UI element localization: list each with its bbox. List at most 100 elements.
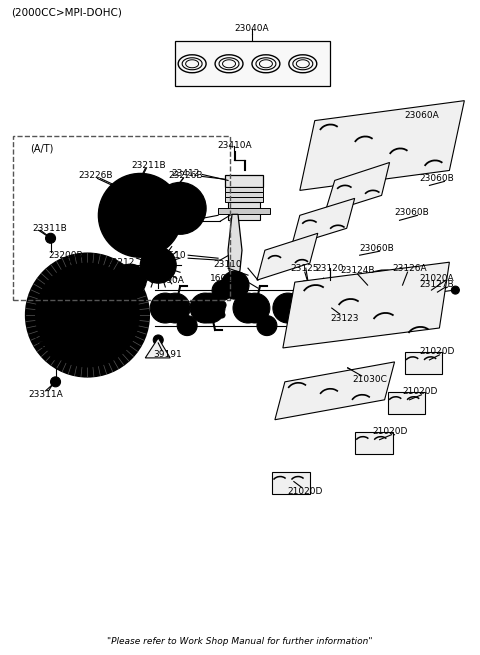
Polygon shape	[228, 214, 242, 285]
Text: 21020D: 21020D	[372, 427, 408, 436]
Circle shape	[233, 293, 263, 323]
Circle shape	[363, 280, 407, 324]
Circle shape	[160, 293, 190, 323]
Circle shape	[336, 316, 357, 335]
Circle shape	[232, 282, 238, 288]
Circle shape	[150, 293, 180, 323]
Circle shape	[119, 198, 127, 206]
Text: 21030C: 21030C	[352, 375, 387, 384]
Circle shape	[353, 270, 417, 334]
Circle shape	[168, 212, 173, 218]
Circle shape	[273, 293, 303, 323]
Circle shape	[124, 199, 156, 231]
Circle shape	[64, 291, 74, 302]
Bar	[225, 187, 263, 193]
Polygon shape	[283, 262, 449, 348]
Circle shape	[83, 336, 93, 346]
Circle shape	[150, 257, 166, 273]
Bar	[225, 197, 263, 202]
Circle shape	[122, 272, 138, 288]
Text: 39190A: 39190A	[150, 276, 185, 285]
Text: 23510: 23510	[157, 251, 186, 260]
Circle shape	[83, 284, 93, 294]
Text: 23110: 23110	[214, 259, 242, 269]
Bar	[12, 136, 230, 300]
Circle shape	[140, 247, 176, 283]
Circle shape	[46, 233, 56, 243]
Circle shape	[98, 174, 182, 257]
Circle shape	[101, 291, 111, 302]
Circle shape	[451, 286, 459, 294]
Circle shape	[157, 300, 173, 316]
Circle shape	[212, 280, 232, 301]
Circle shape	[162, 191, 198, 226]
Bar	[225, 176, 263, 187]
Text: 23514: 23514	[172, 301, 200, 310]
Circle shape	[280, 293, 310, 323]
Circle shape	[316, 281, 344, 309]
Polygon shape	[292, 198, 355, 245]
Text: 23410A: 23410A	[218, 141, 252, 150]
Circle shape	[101, 328, 111, 339]
Circle shape	[421, 287, 437, 303]
Bar	[218, 208, 270, 214]
Text: (A/T): (A/T)	[31, 143, 54, 153]
Text: 23060B: 23060B	[420, 174, 455, 183]
Bar	[405, 352, 443, 374]
Text: 23125: 23125	[290, 264, 319, 272]
Text: 1601DG: 1601DG	[210, 274, 246, 283]
Circle shape	[322, 300, 338, 316]
Text: 23060B: 23060B	[395, 208, 430, 217]
Circle shape	[257, 316, 277, 335]
Circle shape	[317, 300, 333, 316]
Text: 21020D: 21020D	[419, 347, 455, 356]
Text: 23126A: 23126A	[392, 264, 427, 272]
Circle shape	[189, 206, 195, 212]
Text: 23040A: 23040A	[235, 24, 269, 33]
Circle shape	[57, 310, 67, 320]
Circle shape	[172, 200, 188, 216]
Circle shape	[114, 264, 146, 296]
Text: 23200B: 23200B	[48, 251, 83, 260]
Text: 21020D: 21020D	[402, 387, 437, 396]
Text: 23226B: 23226B	[168, 171, 203, 180]
Circle shape	[70, 297, 106, 333]
Circle shape	[143, 233, 151, 240]
Circle shape	[154, 183, 206, 234]
Text: 23226B: 23226B	[78, 171, 113, 180]
Text: 21020D: 21020D	[287, 487, 323, 496]
Circle shape	[153, 335, 163, 345]
Polygon shape	[257, 233, 318, 280]
Polygon shape	[325, 162, 390, 214]
Circle shape	[240, 300, 256, 316]
Bar	[355, 432, 393, 454]
Circle shape	[218, 301, 226, 309]
Text: 23412: 23412	[172, 169, 200, 178]
Polygon shape	[300, 101, 464, 191]
Text: 23120: 23120	[315, 264, 344, 272]
Circle shape	[190, 293, 220, 323]
Text: (2000CC>MPI-DOHC): (2000CC>MPI-DOHC)	[11, 8, 121, 18]
Circle shape	[50, 377, 60, 387]
Bar	[387, 392, 425, 414]
Text: 23513: 23513	[171, 214, 200, 223]
Circle shape	[143, 191, 151, 198]
Text: 23311B: 23311B	[33, 224, 67, 233]
Circle shape	[50, 350, 60, 360]
Text: 23123: 23123	[330, 314, 359, 322]
Circle shape	[310, 293, 340, 323]
Circle shape	[299, 286, 317, 304]
Circle shape	[197, 300, 213, 316]
Text: 23311A: 23311A	[28, 390, 63, 400]
Text: 23211B: 23211B	[131, 161, 166, 170]
Circle shape	[195, 293, 225, 323]
Circle shape	[177, 316, 197, 335]
Bar	[272, 472, 310, 493]
Bar	[228, 202, 260, 220]
Text: 23060B: 23060B	[360, 244, 395, 253]
Text: 23124B: 23124B	[340, 266, 375, 274]
Text: 23127B: 23127B	[420, 280, 455, 289]
Circle shape	[108, 183, 172, 247]
Circle shape	[158, 212, 166, 219]
Bar	[175, 41, 330, 86]
